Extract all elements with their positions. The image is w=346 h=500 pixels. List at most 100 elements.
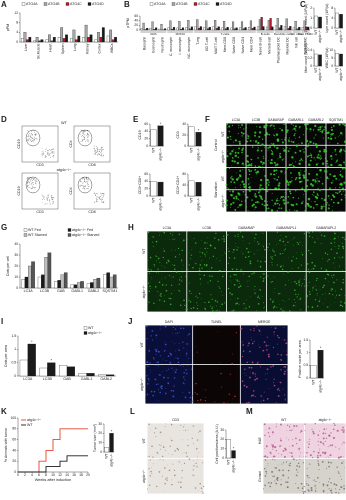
texture: [266, 133, 269, 136]
texture: [292, 304, 294, 306]
event: [51, 151, 53, 153]
column-label: GABARAPL1: [276, 226, 296, 230]
bar: [153, 29, 156, 31]
texture: [249, 260, 252, 263]
texture: [314, 201, 316, 203]
event: [83, 131, 85, 132]
x-tick-label: Neutrophil: [160, 37, 164, 53]
texture: [173, 264, 176, 267]
texture: [268, 435, 271, 438]
event: [84, 181, 86, 183]
bar: [19, 359, 28, 377]
bar: [52, 37, 56, 43]
event: [33, 184, 34, 185]
texture: [165, 349, 167, 351]
event: [102, 192, 104, 194]
event: [103, 155, 105, 157]
texture: [322, 423, 324, 424]
bar: [280, 25, 283, 31]
texture: [238, 280, 240, 282]
texture: [278, 182, 281, 185]
flow-plot: [73, 125, 111, 163]
texture: [326, 191, 327, 193]
texture: [297, 487, 300, 489]
bar: [103, 274, 107, 289]
texture: [238, 147, 241, 150]
texture: [233, 257, 236, 259]
texture: [332, 152, 334, 153]
legend-label: ATG4B: [176, 2, 188, 6]
event: [41, 154, 43, 156]
texture: [195, 462, 197, 464]
texture: [241, 180, 244, 183]
texture: [209, 257, 210, 259]
event: [85, 179, 87, 180]
texture: [204, 400, 207, 402]
texture: [157, 374, 159, 376]
texture: [276, 264, 278, 266]
event: [34, 178, 35, 179]
event: [35, 183, 37, 185]
texture: [325, 129, 327, 132]
texture: [155, 255, 157, 257]
bar: [101, 27, 105, 43]
texture: [276, 335, 279, 337]
texture: [260, 261, 262, 263]
texture: [270, 327, 272, 328]
texture: [332, 201, 335, 204]
texture: [184, 383, 185, 385]
texture: [340, 301, 342, 303]
texture: [267, 246, 269, 248]
y-tick-label: 1: [310, 16, 312, 20]
texture: [191, 437, 193, 439]
texture: [270, 209, 274, 212]
texture: [281, 159, 284, 161]
texture: [260, 149, 263, 152]
texture: [254, 240, 256, 242]
texture: [301, 180, 303, 182]
bar: [106, 35, 110, 43]
texture: [335, 151, 337, 153]
texture: [263, 200, 266, 203]
texture: [303, 123, 306, 126]
y-tick-label: 60: [134, 14, 138, 18]
bar: [233, 28, 236, 31]
texture: [306, 483, 308, 485]
y-tick-label: 0: [136, 28, 138, 32]
texture: [212, 310, 214, 312]
texture: [253, 253, 255, 255]
texture: [274, 459, 276, 461]
event: [103, 195, 104, 197]
texture: [248, 243, 250, 244]
texture: [254, 286, 256, 288]
texture: [241, 151, 243, 154]
y-axis-label: CD3: [176, 131, 180, 138]
texture: [180, 259, 183, 261]
texture: [248, 189, 252, 193]
texture: [330, 154, 333, 158]
texture: [208, 301, 210, 304]
texture: [253, 340, 255, 342]
event: [93, 153, 95, 155]
event: [84, 186, 86, 188]
texture: [325, 432, 327, 435]
texture: [339, 304, 342, 307]
texture: [149, 459, 151, 461]
texture: [156, 485, 158, 488]
texture: [149, 362, 151, 364]
texture: [156, 361, 158, 364]
texture: [247, 137, 249, 139]
texture: [280, 308, 282, 310]
texture: [295, 203, 298, 206]
y-tick-label: 1.5: [303, 338, 308, 342]
texture: [311, 261, 314, 264]
texture: [253, 289, 255, 291]
texture: [280, 439, 283, 442]
texture: [160, 295, 162, 297]
texture: [233, 160, 236, 163]
texture: [344, 295, 346, 296]
texture: [273, 441, 275, 443]
x-tick-label: atg4c−/−: [318, 29, 322, 42]
y-axis-label: % Animals with tumor: [4, 427, 8, 462]
texture: [330, 290, 332, 292]
